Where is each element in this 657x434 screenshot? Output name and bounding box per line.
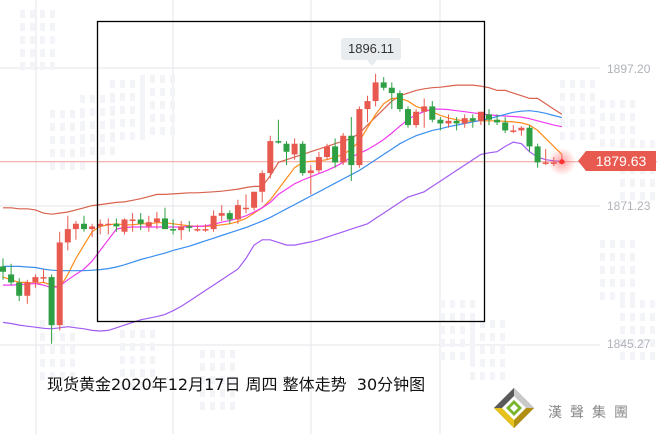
high-price-tooltip: 1896.11 <box>341 38 401 66</box>
y-axis-label-mid: 1871.23 <box>607 199 651 213</box>
diamond-logo-icon <box>494 388 534 428</box>
brand-name: 漢聲集團 <box>548 405 636 421</box>
chart-caption: 现货黄金2020年12月17日 周四 整体走势 30分钟图 <box>47 375 426 394</box>
y-axis-label-bottom: 1845.27 <box>607 337 651 351</box>
current-price-tag: 1879.63 <box>578 151 656 171</box>
y-axis-label-top: 1897.20 <box>607 62 651 76</box>
